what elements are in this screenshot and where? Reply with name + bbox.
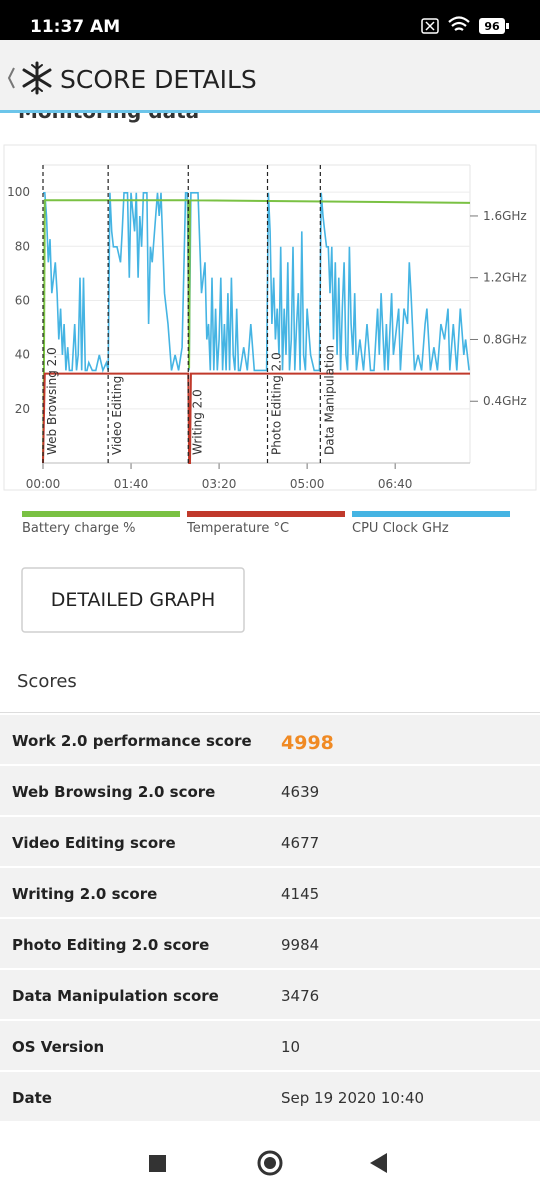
event-label: Photo Editing 2.0 <box>270 352 284 455</box>
back-icon[interactable] <box>7 67 15 89</box>
score-name: Video Editing score <box>12 834 176 852</box>
score-row <box>0 715 540 764</box>
event-label: Web Browsing 2.0 <box>45 347 59 455</box>
scores-title: Scores <box>17 671 77 692</box>
notification-x <box>425 21 435 31</box>
score-name: Photo Editing 2.0 score <box>12 936 209 954</box>
score-value: 10 <box>281 1038 300 1056</box>
score-value: 4677 <box>281 834 319 852</box>
x-tick-label: 05:00 <box>290 477 325 491</box>
legend-label: Battery charge % <box>22 521 135 536</box>
score-value: 9984 <box>281 936 319 954</box>
notification-icon <box>421 18 439 34</box>
event-label: Video Editing <box>110 376 124 455</box>
score-value: Sep 19 2020 10:40 <box>281 1089 424 1107</box>
content: Monitoring data 204060801000.4GHz0.8GHz1… <box>0 99 540 1121</box>
x-tick-label: 01:40 <box>114 477 149 491</box>
series-line <box>42 372 470 464</box>
nav-bar <box>0 1130 540 1200</box>
score-value: 4639 <box>281 783 319 801</box>
score-value: 4145 <box>281 885 319 903</box>
battery-level: 96 <box>484 20 500 33</box>
home-dot <box>264 1157 276 1169</box>
x-tick-label: 03:20 <box>202 477 237 491</box>
score-row <box>0 1072 540 1121</box>
legend: Battery charge % Temperature °C CPU Clock … <box>22 511 510 536</box>
detailed-graph-button[interactable] <box>21 567 245 633</box>
score-row <box>0 868 540 917</box>
y-tick-label: 20 <box>15 402 30 416</box>
status-bar: 11:37 AM 96 <box>0 0 540 40</box>
recents-button[interactable] <box>149 1155 166 1172</box>
header-title: SCORE DETAILS <box>60 65 257 94</box>
battery-tip <box>506 23 509 29</box>
header-bg <box>0 40 540 110</box>
score-name: Web Browsing 2.0 score <box>12 783 215 801</box>
x-tick-label: 00:00 <box>26 477 61 491</box>
legend-label: Temperature °C <box>186 521 289 536</box>
y2-tick-label: 1.2GHz <box>483 271 527 285</box>
score-row <box>0 919 540 968</box>
score-name: Date <box>12 1089 52 1107</box>
app-header: SCORE DETAILS <box>0 40 540 113</box>
y-tick-label: 60 <box>15 293 30 307</box>
legend-label: CPU Clock GHz <box>352 521 449 536</box>
y-tick-label: 40 <box>15 348 30 362</box>
y2-tick-label: 0.4GHz <box>483 394 527 408</box>
x-tick-label: 06:40 <box>378 477 413 491</box>
legend-swatch <box>187 511 345 517</box>
score-value: 4998 <box>281 732 334 754</box>
app-icon <box>22 61 52 95</box>
home-button[interactable] <box>257 1150 283 1176</box>
event-label: Writing 2.0 <box>190 389 204 455</box>
clock: 11:37 AM <box>30 17 120 37</box>
legend-swatch <box>352 511 510 517</box>
score-row <box>0 817 540 866</box>
score-name: Work 2.0 performance score <box>12 732 252 750</box>
score-name: OS Version <box>12 1038 104 1056</box>
y2-tick-label: 1.6GHz <box>483 209 527 223</box>
chart: 20 40 60 80 100 0.4GHz 0.8GHz 1.2GHz 1.6GHz 00:00… <box>7 164 527 491</box>
score-name: Data Manipulation score <box>12 987 219 1005</box>
battery-icon <box>479 18 505 34</box>
back-button[interactable] <box>370 1153 387 1173</box>
event-label: Data Manipulation <box>322 345 336 455</box>
score-row <box>0 766 540 815</box>
score-row <box>0 970 540 1019</box>
header-line <box>0 110 540 113</box>
y2-tick-label: 0.8GHz <box>483 332 527 346</box>
wifi-icon <box>448 16 470 31</box>
series-line <box>43 192 470 373</box>
score-value: 3476 <box>281 987 319 1005</box>
legend-swatch <box>22 511 180 517</box>
scores-table: Work 2.0 performance score 4998 Web Browsi… <box>0 715 540 1121</box>
button-label: DETAILED GRAPH <box>51 589 216 611</box>
divider <box>0 712 540 713</box>
y-tick-label: 100 <box>7 185 30 199</box>
score-row <box>0 1021 540 1070</box>
y-tick-label: 80 <box>15 239 30 253</box>
score-name: Writing 2.0 score <box>12 885 157 903</box>
